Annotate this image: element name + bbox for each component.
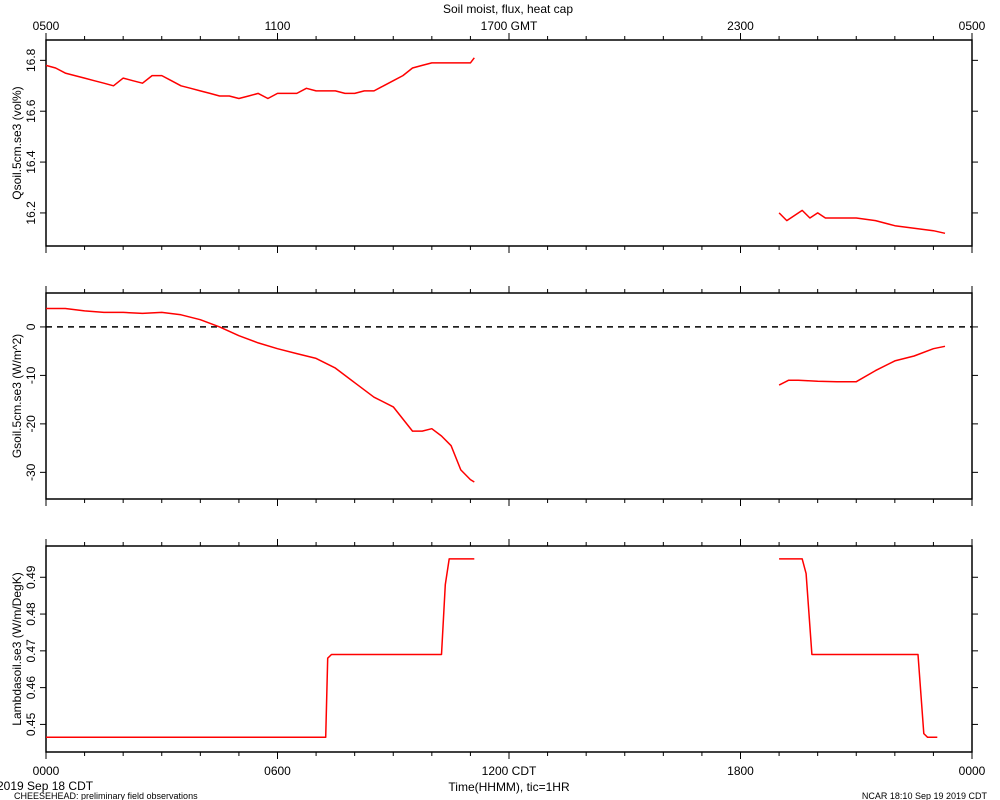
- bottom-x-tick-label: 0000: [959, 764, 986, 778]
- bottom-time-axis: 0000 0600 1200 CDT 1800 0000: [33, 764, 986, 778]
- y-tick-label: 0.45: [24, 712, 38, 736]
- y-tick-label: 0.49: [24, 565, 38, 589]
- series-line: [779, 558, 938, 739]
- top-time-axis: 0500 1100 1700 GMT 2300 0500: [33, 19, 986, 33]
- y-tick-label: -20: [24, 415, 38, 433]
- footer-right: NCAR 18:10 Sep 19 2019 CDT: [862, 791, 988, 800]
- footer-left: CHEESEHEAD: preliminary field observatio…: [14, 791, 198, 800]
- y-tick-label: -10: [24, 366, 38, 384]
- plot-frame: [45, 545, 973, 753]
- y-tick-label: 0.48: [24, 602, 38, 626]
- x-axis-title: Time(HHMM), tic=1HR: [448, 780, 570, 794]
- y-tick-label: 16.2: [24, 201, 38, 225]
- series-line: [46, 558, 475, 739]
- y-tick-label: 16.6: [24, 99, 38, 123]
- plot-frame: [45, 39, 973, 247]
- top-x-tick-label: 0500: [33, 19, 60, 33]
- y-tick-label: 16.4: [24, 150, 38, 174]
- top-x-tick-label: 0500: [959, 19, 986, 33]
- y-tick-label: 0: [24, 323, 38, 330]
- y-axis-title: Gsoil.5cm.se3 (W/m^2): [10, 334, 24, 458]
- top-x-tick-label: 2300: [727, 19, 754, 33]
- series-line: [45, 57, 475, 100]
- y-tick-label: 16.8: [24, 48, 38, 72]
- y-tick-label: 0.46: [24, 676, 38, 700]
- bottom-x-tick-label: 1800: [727, 764, 754, 778]
- plot-frame: [45, 292, 973, 500]
- y-tick-label: 0.47: [24, 639, 38, 663]
- top-x-tick-label: 1700 GMT: [481, 19, 538, 33]
- series-line: [46, 307, 475, 483]
- bottom-x-tick-label: 0000: [33, 764, 60, 778]
- top-x-tick-label: 1100: [265, 19, 291, 33]
- bottom-x-tick-label: 0600: [264, 764, 291, 778]
- series-line: [778, 345, 946, 386]
- y-axis-title: Lambdasoil.se3 (W/m/DegK): [10, 572, 24, 725]
- series-line: [778, 209, 946, 235]
- bottom-x-tick-label: 1200 CDT: [482, 764, 537, 778]
- chart-title: Soil moist, flux, heat cap: [443, 2, 573, 16]
- y-axis-title: Qsoil.5cm.se3 (vol%): [10, 86, 24, 199]
- date-label: 2019 Sep 18 CDT: [0, 779, 94, 793]
- y-tick-label: -30: [24, 463, 38, 481]
